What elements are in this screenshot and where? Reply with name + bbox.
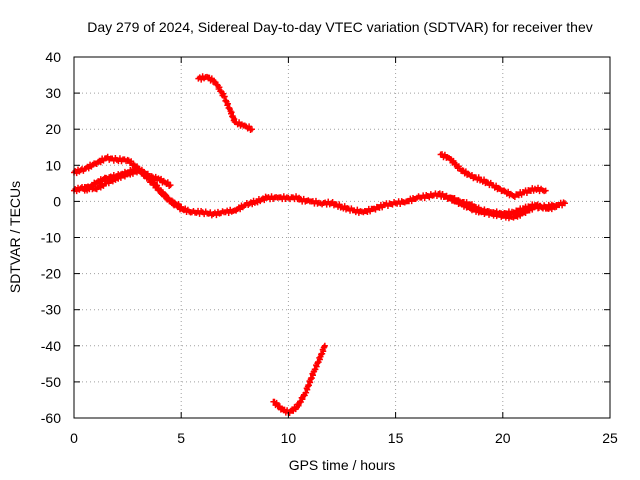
x-tick-label: 5 xyxy=(177,430,185,446)
interp-markers xyxy=(447,194,462,205)
interp-markers xyxy=(213,81,227,99)
interp-markers xyxy=(303,368,317,396)
y-tick-label: 30 xyxy=(45,85,61,101)
x-tick-label: 25 xyxy=(602,430,618,446)
interp-markers xyxy=(233,202,248,214)
y-tick-label: -40 xyxy=(41,338,61,354)
y-tick-label: -60 xyxy=(41,410,61,426)
x-axis-label: GPS time / hours xyxy=(289,457,396,473)
interp-markers xyxy=(468,171,484,184)
interp-markers xyxy=(329,199,344,211)
interp-markers xyxy=(146,173,162,193)
interp-markers xyxy=(104,153,119,164)
interp-markers xyxy=(211,208,226,219)
interp-markers xyxy=(554,199,567,209)
data-point xyxy=(553,203,560,210)
interp-markers xyxy=(319,198,333,208)
data-point xyxy=(248,126,255,133)
y-tick-label: -30 xyxy=(41,302,61,318)
interp-markers xyxy=(404,194,419,205)
interp-markers xyxy=(125,164,140,177)
series-arc-afternoon-b xyxy=(435,190,560,218)
data-point xyxy=(561,200,568,207)
interp-markers xyxy=(241,122,254,134)
interp-markers xyxy=(190,207,205,217)
y-tick-label: -50 xyxy=(41,374,61,390)
series-arc-midday xyxy=(296,190,453,216)
y-tick-label: -10 xyxy=(41,230,61,246)
x-tick-label: 15 xyxy=(388,430,404,446)
interp-markers xyxy=(415,192,430,202)
series-arc-evening-high xyxy=(437,151,549,201)
data-point xyxy=(321,342,328,349)
data-point xyxy=(167,182,174,189)
interp-markers xyxy=(383,198,398,210)
grid-lines xyxy=(74,57,610,418)
data-points xyxy=(71,73,568,416)
chart-title: Day 279 of 2024, Sidereal Day-to-day VTE… xyxy=(87,19,593,35)
x-tick-label: 0 xyxy=(70,430,78,446)
interp-markers xyxy=(297,195,312,205)
interp-markers xyxy=(394,198,408,207)
series-arc-negative xyxy=(270,342,328,416)
x-tick-label: 20 xyxy=(495,430,511,446)
series-arc-mid-left xyxy=(81,164,185,211)
interp-markers xyxy=(104,172,119,182)
y-tick-label: -20 xyxy=(41,266,61,282)
x-tick-label: 10 xyxy=(281,430,297,446)
data-point xyxy=(542,187,549,194)
interp-markers xyxy=(201,208,215,219)
interp-markers xyxy=(426,190,440,201)
interp-markers xyxy=(294,391,308,409)
interp-markers xyxy=(158,175,173,190)
y-tick-label: 10 xyxy=(45,157,61,173)
data-point xyxy=(178,203,185,210)
y-tick-label: 40 xyxy=(45,49,61,65)
y-tick-label: 20 xyxy=(45,121,61,137)
series-arc-high-morning xyxy=(195,73,255,134)
interp-markers xyxy=(479,206,494,217)
y-axis-label: SDTVAR / TECUs xyxy=(7,181,23,293)
axis-ticks: 0 5 10 15 20 25 -60 -50 -40 -30 -20 -10 0 10 20 30 40 xyxy=(41,49,618,446)
interp-markers xyxy=(501,187,516,199)
y-tick-label: 0 xyxy=(53,193,61,209)
interp-markers xyxy=(168,197,183,211)
